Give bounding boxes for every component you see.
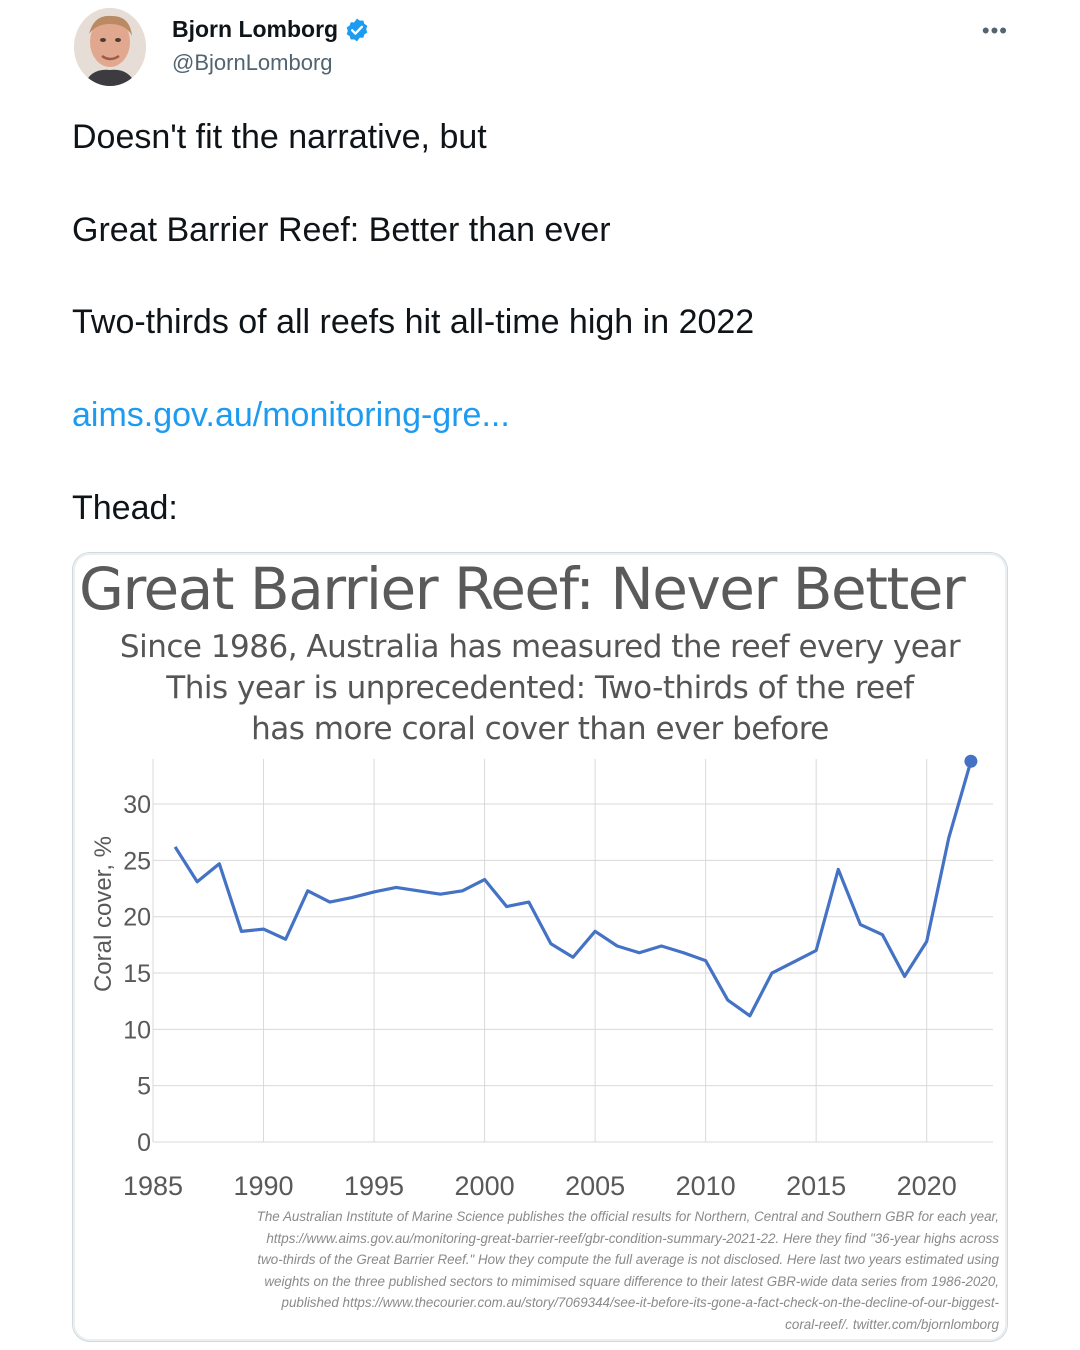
x-tick-label: 1995 <box>344 1171 404 1201</box>
chart-footnote: The Australian Institute of Marine Scien… <box>81 1206 999 1336</box>
y-tick-label: 5 <box>137 1073 151 1101</box>
tweet-text-line-1: Doesn't fit the narrative, but <box>72 118 487 156</box>
tweet-text-line-3: Two-thirds of all reefs hit all-time hig… <box>72 303 755 341</box>
author-handle[interactable]: @BjornLomborg <box>172 50 333 75</box>
y-tick-label: 10 <box>123 1016 151 1044</box>
x-tick-label: 1985 <box>123 1171 183 1201</box>
chart-subtitle-line-1: Since 1986, Australia has measured the r… <box>119 629 961 665</box>
footnote-line: coral-reef/. twitter.com/bjornlomborg <box>785 1316 999 1332</box>
series-line <box>173 760 973 1018</box>
y-axis-label: Coral cover, % <box>90 836 117 992</box>
chart-subtitle-line-2: This year is unprecedented: Two-thirds o… <box>166 670 914 706</box>
y-tick-label: 0 <box>137 1129 151 1157</box>
x-tick-label: 2015 <box>786 1171 846 1201</box>
more-options-icon[interactable]: ••• <box>981 18 1008 43</box>
author-name[interactable]: Bjorn Lomborg <box>172 16 339 42</box>
chart-grid <box>152 759 993 1143</box>
chart-subtitle-line-3: has more coral cover than ever before <box>251 711 829 747</box>
chart-title: Great Barrier Reef: Never Better <box>79 555 966 623</box>
x-tick-label: 2020 <box>897 1171 957 1201</box>
footnote-line: weights on the three published sectors t… <box>264 1273 999 1289</box>
highlight-point <box>964 754 978 768</box>
footnote-line: two-thirds of the Great Barrier Reef." H… <box>257 1252 999 1268</box>
y-tick-label: 25 <box>123 847 151 875</box>
x-tick-label: 2005 <box>565 1171 625 1201</box>
footnote-line: The Australian Institute of Marine Scien… <box>256 1209 999 1224</box>
x-tick-label: 1990 <box>233 1171 293 1201</box>
tweet-link[interactable]: aims.gov.au/monitoring-gre... <box>72 396 510 434</box>
x-axis-ticks: 1985 1990 1995 2000 2005 2010 2015 2020 <box>123 1171 957 1201</box>
media-card[interactable]: Great Barrier Reef: Never Better Since 1… <box>72 552 1008 1342</box>
avatar[interactable] <box>74 8 146 86</box>
x-tick-label: 2000 <box>455 1171 515 1201</box>
tweet-text-line-2: Great Barrier Reef: Better than ever <box>72 211 611 249</box>
author-name-row: Bjorn Lomborg <box>172 16 370 43</box>
y-tick-label: 15 <box>123 960 151 988</box>
y-axis-ticks: 0 5 10 15 20 25 30 <box>123 791 151 1157</box>
y-tick-label: 30 <box>123 791 151 819</box>
footnote-line: published https://www.thecourier.com.au/… <box>281 1295 1000 1311</box>
y-tick-label: 20 <box>123 904 151 932</box>
coral-cover-chart: 0 5 10 15 20 25 30 1985 1990 1995 2000 2005 2010 201… <box>90 754 993 1201</box>
verified-badge-icon <box>344 17 370 43</box>
chart-series <box>173 754 978 1018</box>
tweet-text-line-4: Thead: <box>72 489 178 527</box>
x-tick-label: 2010 <box>676 1171 736 1201</box>
footnote-line: https://www.aims.gov.au/monitoring-great… <box>266 1230 999 1246</box>
